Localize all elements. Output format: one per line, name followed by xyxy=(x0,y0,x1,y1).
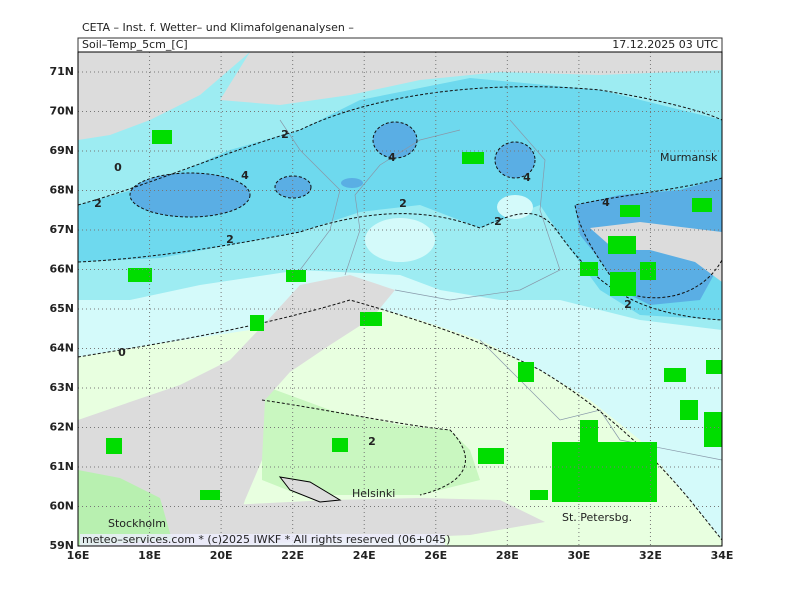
lake xyxy=(664,368,686,382)
lake xyxy=(692,198,712,212)
lake xyxy=(106,438,122,454)
contour-line xyxy=(372,121,418,159)
lat-tick-label: 68N xyxy=(49,184,74,197)
lat-tick-label: 63N xyxy=(49,381,74,394)
city-label: St. Petersbg. xyxy=(562,511,632,524)
lon-tick-label: 26E xyxy=(424,549,447,562)
lon-tick-label: 18E xyxy=(138,549,161,562)
lat-tick-label: 59N xyxy=(49,539,74,552)
lon-tick-label: 24E xyxy=(353,549,376,562)
contour-label: 4 xyxy=(602,196,610,209)
contour-line xyxy=(78,213,722,321)
contour-label: 4 xyxy=(523,171,531,184)
lake xyxy=(128,268,152,282)
lat-tick-label: 66N xyxy=(49,263,74,276)
sea-mask xyxy=(220,52,722,105)
zone-cyan xyxy=(78,78,722,320)
lon-tick-label: 28E xyxy=(496,549,519,562)
lake xyxy=(462,152,484,164)
lake xyxy=(580,420,598,444)
zone-blue xyxy=(341,178,363,188)
contour-label: 2 xyxy=(368,435,376,448)
zone-blue xyxy=(495,142,535,178)
lake xyxy=(640,262,656,280)
map-area: meteo–services.com * (c)2025 IWKF * All … xyxy=(78,52,722,546)
lakes xyxy=(106,130,722,502)
lake xyxy=(552,442,657,502)
contour-label: 2 xyxy=(226,233,234,246)
contour-line xyxy=(494,141,536,179)
lat-tick-label: 61N xyxy=(49,460,74,473)
map-frame xyxy=(77,51,723,547)
zone-pale-cyan xyxy=(497,195,533,219)
lat-tick-label: 70N xyxy=(49,105,74,118)
aland-contour xyxy=(278,476,342,503)
contour-label: 2 xyxy=(624,298,632,311)
lake xyxy=(360,312,382,326)
lake xyxy=(200,490,220,500)
lake xyxy=(530,490,548,500)
lon-tick-label: 32E xyxy=(639,549,662,562)
zone-blue xyxy=(130,173,250,217)
contour-line xyxy=(261,399,466,496)
lat-tick-label: 62N xyxy=(49,421,74,434)
lake xyxy=(152,130,172,144)
contour-label: 4 xyxy=(388,151,396,164)
zone-light-green xyxy=(262,385,480,495)
contour-line xyxy=(574,177,722,299)
lake xyxy=(332,438,348,452)
lon-tick-label: 22E xyxy=(281,549,304,562)
lat-tick-label: 60N xyxy=(49,500,74,513)
city-label: Helsinki xyxy=(352,487,395,500)
lake xyxy=(706,360,722,374)
contour-label: 2 xyxy=(281,128,289,141)
lake xyxy=(620,205,640,217)
zone-blue xyxy=(275,176,311,198)
lat-tick-label: 65N xyxy=(49,302,74,315)
contour-line xyxy=(78,86,722,206)
lake xyxy=(680,400,698,420)
field-name: Soil–Temp_5cm_[C] xyxy=(82,38,188,51)
contour-label: 2 xyxy=(94,197,102,210)
lake xyxy=(478,448,504,464)
city-label: Stockholm xyxy=(108,517,166,530)
copyright: meteo–services.com * (c)2025 IWKF * All … xyxy=(82,533,451,546)
contour-label: 0 xyxy=(118,346,126,359)
contour-label: 4 xyxy=(241,169,249,182)
lon-tick-label: 16E xyxy=(67,549,90,562)
grid xyxy=(78,52,722,546)
contour-label: 0 xyxy=(114,161,122,174)
country-border xyxy=(279,119,722,461)
lon-tick-label: 34E xyxy=(711,549,734,562)
zone-pale-cyan xyxy=(365,218,435,262)
lat-tick-label: 71N xyxy=(49,65,74,78)
lake xyxy=(704,412,722,447)
lake xyxy=(608,236,636,254)
contour-label: 2 xyxy=(399,197,407,210)
lon-tick-label: 30E xyxy=(567,549,590,562)
contour-line xyxy=(274,175,312,199)
lake xyxy=(250,315,264,331)
contour-line xyxy=(129,172,251,218)
zone-sweden-green xyxy=(78,470,172,546)
city-label: Murmansk xyxy=(660,151,718,164)
gulf-of-bothnia xyxy=(78,275,395,546)
contour-label: 2 xyxy=(494,215,502,228)
lon-tick-label: 20E xyxy=(210,549,233,562)
labels: 16E 18E 20E 22E 24E 26E 28E 30E 32E 34E 59N 60N 61N 6… xyxy=(49,65,733,562)
lat-tick-label: 64N xyxy=(49,342,74,355)
lake xyxy=(610,272,636,296)
lake xyxy=(580,262,598,276)
sea-mask xyxy=(78,52,250,140)
copyright-bg xyxy=(80,534,445,546)
lat-tick-label: 69N xyxy=(49,144,74,157)
source-title: CETA – Inst. f. Wetter– und Klimafolgena… xyxy=(82,21,354,34)
lat-tick-label: 67N xyxy=(49,223,74,236)
lake xyxy=(286,270,306,282)
lake xyxy=(518,362,534,382)
datetime: 17.12.2025 03 UTC xyxy=(612,38,718,51)
